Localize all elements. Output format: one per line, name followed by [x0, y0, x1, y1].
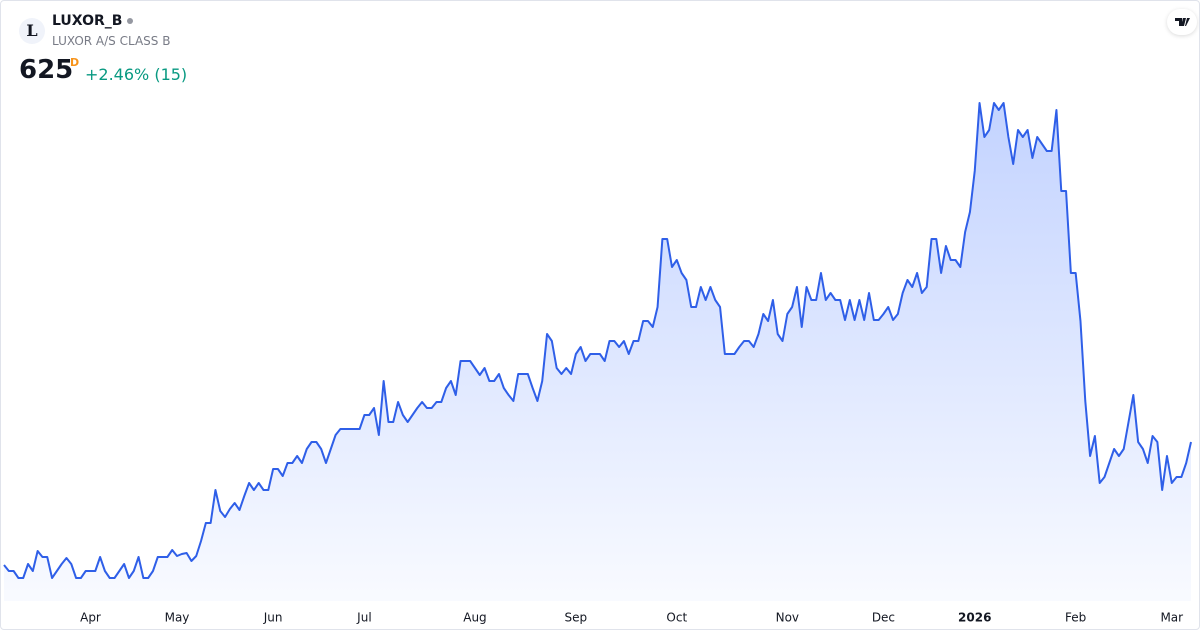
x-tick-label: Feb [1065, 611, 1086, 625]
symbol-text: LUXOR_B [52, 13, 123, 29]
price: 625 [19, 55, 74, 85]
x-tick-label: Oct [666, 611, 687, 625]
x-tick-label: Jun [263, 611, 283, 625]
resolution: D [70, 56, 80, 69]
price-line [3, 102, 1192, 579]
x-tick-label: Mar [1160, 611, 1183, 625]
x-tick-label: Aug [463, 611, 486, 625]
change: +2.46% (15) [85, 65, 188, 84]
x-tick-label: Jul [356, 611, 371, 625]
x-tick-label: Nov [776, 611, 799, 625]
status-dot [127, 18, 134, 24]
x-tick-label: Apr [80, 611, 101, 625]
x-tick-label: 2026 [958, 611, 991, 625]
x-tick-label: Dec [872, 611, 895, 625]
symbol[interactable]: LUXOR_B [52, 13, 134, 29]
tradingview-logo[interactable] [1167, 9, 1197, 35]
x-tick-label: Sep [565, 611, 588, 625]
x-tick-label: May [165, 611, 190, 625]
area-fill [4, 103, 1191, 601]
description: LUXOR A/S CLASS B [52, 34, 171, 48]
logo: L [19, 18, 45, 44]
tv-icon [1175, 18, 1190, 26]
